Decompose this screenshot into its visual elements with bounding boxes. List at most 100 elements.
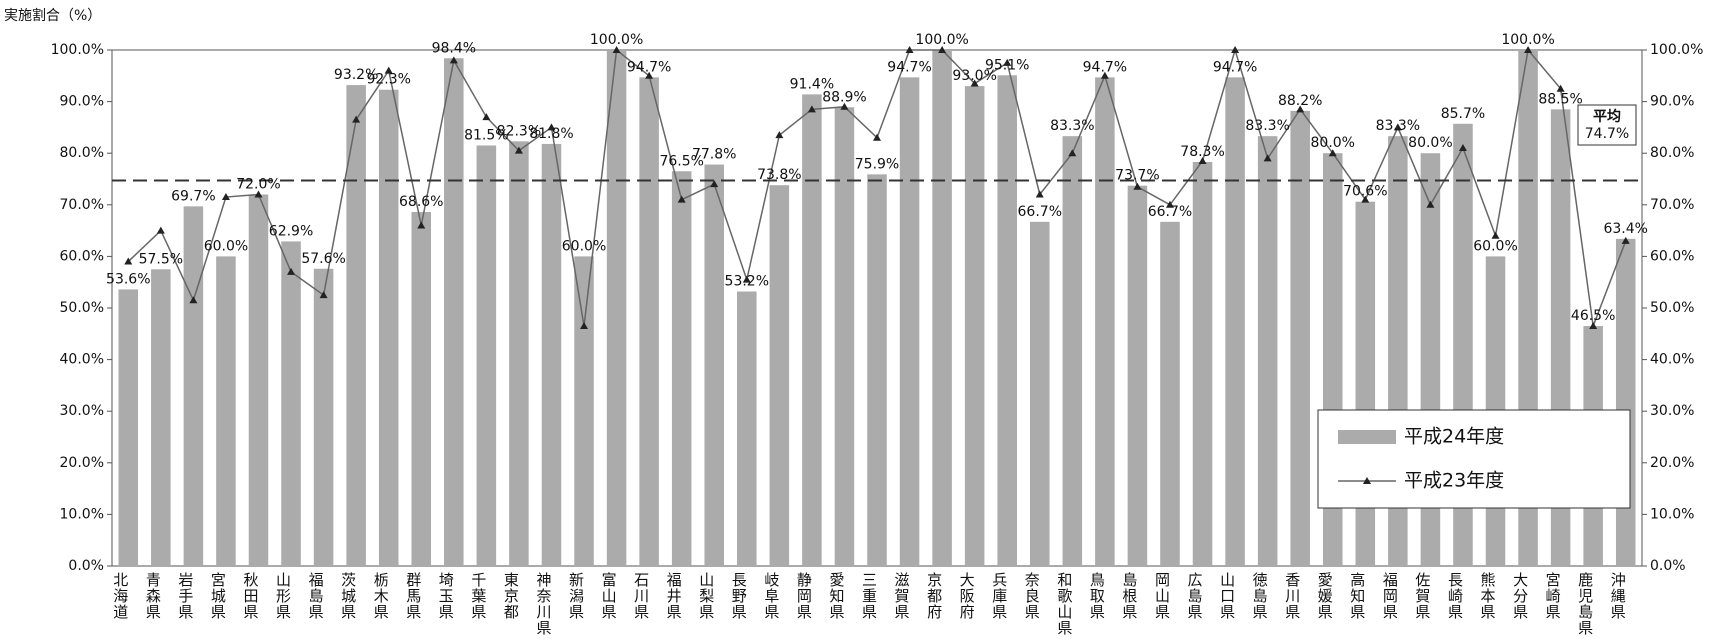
value-label: 94.7% <box>1213 59 1257 75</box>
y-tick-label: 50.0% <box>60 300 104 316</box>
x-tick-label: 京都府 <box>925 572 943 620</box>
bar <box>639 77 659 567</box>
y-tick-label: 70.0% <box>60 197 104 213</box>
line-marker <box>580 322 589 330</box>
line-marker <box>221 193 230 201</box>
value-label: 53.2% <box>725 273 769 289</box>
bar <box>737 291 757 566</box>
value-label: 94.7% <box>627 59 671 75</box>
value-label: 76.5% <box>659 153 703 169</box>
line-marker <box>1556 84 1565 92</box>
x-tick-label: 沖縄県 <box>1609 572 1627 620</box>
value-label: 70.6% <box>1343 184 1387 200</box>
value-label: 60.0% <box>562 238 606 254</box>
line-marker <box>547 123 556 131</box>
x-tick-label: 山梨県 <box>697 572 715 620</box>
x-tick-label: 宮城県 <box>209 572 227 620</box>
x-tick-label: 群馬県 <box>404 572 422 620</box>
x-tick-label: 愛媛県 <box>1316 572 1334 620</box>
line-marker <box>124 257 133 265</box>
value-label: 95.1% <box>985 57 1029 73</box>
legend-label: 平成24年度 <box>1404 426 1504 448</box>
line-marker <box>319 291 328 299</box>
value-label: 98.4% <box>432 40 476 56</box>
bar <box>1192 161 1213 567</box>
bar <box>118 289 139 566</box>
value-label: 83.3% <box>1050 118 1094 134</box>
value-label: 100.0% <box>1501 32 1554 48</box>
bar <box>1127 185 1148 566</box>
bar <box>606 50 627 566</box>
value-label: 88.2% <box>1278 93 1322 109</box>
bar <box>1095 77 1115 567</box>
value-label: 100.0% <box>590 32 643 48</box>
x-tick-label: 静岡県 <box>795 572 813 620</box>
value-label: 57.6% <box>301 251 345 267</box>
x-tick-label: 長崎県 <box>1446 572 1464 620</box>
value-label: 73.8% <box>757 167 801 183</box>
line-marker <box>1165 200 1174 208</box>
average-value: 74.7% <box>1585 126 1629 142</box>
bar <box>1160 221 1180 566</box>
bar <box>1257 136 1278 566</box>
value-label: 92.3% <box>366 72 410 88</box>
line-marker <box>710 180 719 188</box>
line-marker <box>1100 71 1109 79</box>
bar <box>281 241 301 566</box>
value-label: 82.3% <box>497 123 541 139</box>
y-tick-label: 0.0% <box>68 558 104 574</box>
x-tick-label: 熊本県 <box>1479 572 1497 620</box>
value-label: 66.7% <box>1018 204 1062 220</box>
bar <box>216 256 236 566</box>
line-marker <box>1003 58 1012 66</box>
bar <box>1290 110 1310 566</box>
value-label: 100.0% <box>915 32 968 48</box>
y2-tick-label: 40.0% <box>1650 352 1694 368</box>
bar <box>183 206 204 566</box>
value-label: 73.7% <box>1115 168 1159 184</box>
y2-tick-label: 70.0% <box>1650 197 1694 213</box>
line-marker <box>1296 105 1305 113</box>
line-marker <box>1491 231 1500 239</box>
x-tick-label: 高知県 <box>1348 572 1366 620</box>
value-label: 60.0% <box>1473 238 1517 254</box>
line-marker <box>1035 190 1044 198</box>
value-label: 80.0% <box>1311 135 1355 151</box>
y2-tick-label: 60.0% <box>1650 248 1694 264</box>
line-marker <box>189 296 198 304</box>
value-label: 78.3% <box>1180 144 1224 160</box>
bar <box>346 85 366 566</box>
bar <box>834 107 855 566</box>
line-marker <box>873 133 881 141</box>
bar <box>964 86 985 567</box>
x-tick-label: 奈良県 <box>1023 572 1041 620</box>
y-tick-label: 60.0% <box>60 248 104 264</box>
x-tick-label: 東京都 <box>502 572 520 620</box>
y2-tick-label: 100.0% <box>1650 42 1703 58</box>
value-label: 93.0% <box>952 68 996 84</box>
x-tick-label: 滋賀県 <box>893 572 911 620</box>
legend-label: 平成23年度 <box>1404 470 1504 492</box>
value-label: 85.7% <box>1441 106 1485 122</box>
x-tick-label: 福井県 <box>665 572 683 620</box>
line-marker <box>775 131 784 139</box>
x-tick-label: 新潟県 <box>567 572 585 620</box>
bar <box>574 256 594 566</box>
value-label: 53.6% <box>106 271 150 287</box>
value-label: 81.8% <box>529 126 573 142</box>
x-tick-label: 福島県 <box>307 572 325 620</box>
x-tick-label: 茨城県 <box>339 572 357 620</box>
x-tick-label: 栃木県 <box>372 572 390 620</box>
bar <box>867 174 887 566</box>
bar <box>378 89 399 567</box>
x-tick-label: 徳島県 <box>1251 572 1269 620</box>
bar <box>802 94 822 566</box>
value-label: 69.7% <box>171 188 215 204</box>
y2-tick-label: 20.0% <box>1650 455 1694 471</box>
line-marker <box>807 105 816 113</box>
y-tick-label: 10.0% <box>60 506 104 522</box>
value-label: 66.7% <box>1148 204 1192 220</box>
value-label: 68.6% <box>399 194 443 210</box>
x-tick-label: 広島県 <box>1186 572 1204 620</box>
